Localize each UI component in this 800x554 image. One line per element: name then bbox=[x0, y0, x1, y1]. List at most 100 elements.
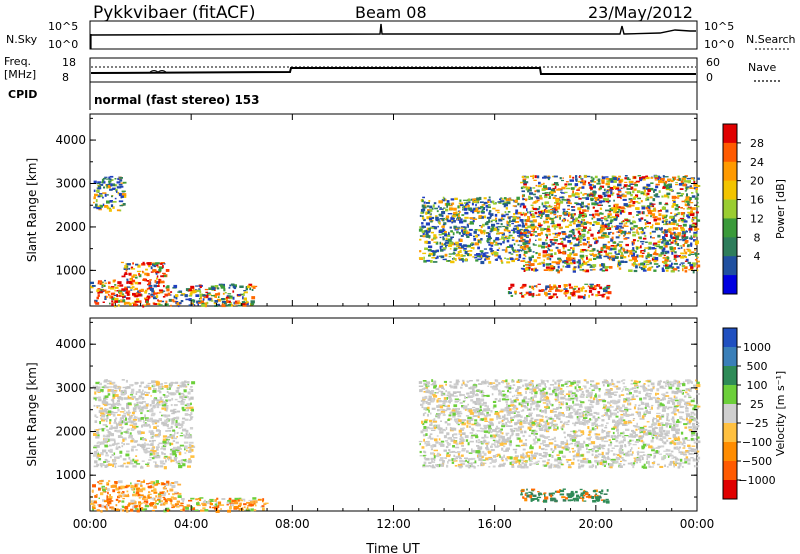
echo-cell bbox=[559, 200, 564, 204]
echo-cell bbox=[682, 268, 684, 272]
echo-cell bbox=[190, 389, 193, 392]
echo-cell bbox=[120, 492, 123, 494]
echo-cell bbox=[458, 213, 460, 215]
echo-cell bbox=[97, 282, 100, 285]
echo-cell bbox=[548, 195, 551, 199]
echo-cell bbox=[163, 509, 167, 513]
echo-cell bbox=[575, 218, 577, 222]
echo-cell bbox=[576, 418, 581, 421]
echo-cell bbox=[461, 422, 466, 426]
echo-cell bbox=[108, 480, 111, 482]
echo-cell bbox=[464, 216, 469, 219]
echo-cell bbox=[617, 206, 621, 208]
echo-cell bbox=[262, 498, 265, 501]
echo-cell bbox=[156, 382, 160, 386]
echo-cell bbox=[235, 300, 237, 303]
echo-cell bbox=[602, 192, 606, 195]
echo-cell bbox=[225, 304, 229, 307]
echo-cell bbox=[690, 253, 695, 255]
echo-cell bbox=[531, 255, 534, 258]
echo-cell bbox=[119, 177, 123, 179]
echo-cell bbox=[643, 249, 646, 253]
echo-cell bbox=[96, 454, 101, 458]
echo-cell bbox=[606, 227, 610, 229]
echo-cell bbox=[162, 275, 167, 277]
echo-cell bbox=[562, 260, 566, 264]
echo-cell bbox=[543, 269, 548, 271]
echo-cell bbox=[594, 175, 598, 179]
echo-cell bbox=[176, 436, 178, 438]
echo-cell bbox=[152, 405, 156, 409]
echo-cell bbox=[523, 213, 526, 217]
echo-cell bbox=[423, 438, 425, 442]
echo-cell bbox=[105, 452, 108, 455]
echo-cell bbox=[172, 505, 176, 508]
echo-cell bbox=[184, 404, 189, 407]
echo-cell bbox=[577, 195, 580, 198]
echo-cell bbox=[574, 243, 580, 245]
echo-cell bbox=[678, 183, 683, 186]
echo-cell bbox=[175, 419, 178, 424]
echo-cell bbox=[669, 215, 674, 218]
echo-cell bbox=[450, 217, 455, 220]
echo-cell bbox=[588, 245, 592, 247]
echo-cell bbox=[646, 198, 650, 201]
echo-cell bbox=[465, 258, 468, 261]
echo-cell bbox=[511, 259, 515, 263]
echo-cell bbox=[545, 287, 547, 291]
echo-cell bbox=[162, 265, 164, 268]
echo-cell bbox=[601, 222, 604, 225]
echo-cell bbox=[114, 289, 116, 292]
nsky-tick-bottom: 10^0 bbox=[48, 38, 78, 51]
echo-cell bbox=[510, 294, 514, 297]
echo-cell bbox=[619, 244, 622, 247]
echo-cell bbox=[546, 214, 550, 218]
echo-cell bbox=[168, 493, 170, 495]
echo-cell bbox=[119, 418, 122, 422]
echo-cell bbox=[653, 207, 656, 211]
echo-cell bbox=[151, 440, 154, 443]
echo-cell bbox=[663, 243, 666, 247]
echo-cell bbox=[523, 182, 527, 185]
echo-cell bbox=[188, 298, 192, 302]
echo-cell bbox=[455, 211, 458, 214]
echo-cell bbox=[104, 386, 109, 389]
echo-cell bbox=[122, 386, 126, 389]
echo-cell bbox=[107, 281, 111, 285]
echo-cell bbox=[481, 212, 485, 214]
echo-cell bbox=[171, 397, 174, 401]
echo-cell bbox=[581, 186, 585, 189]
echo-cell bbox=[155, 480, 159, 484]
echo-cell bbox=[480, 225, 483, 229]
echo-cell bbox=[579, 211, 584, 214]
echo-cell bbox=[151, 486, 155, 489]
echo-cell bbox=[531, 432, 535, 435]
echo-cell bbox=[552, 232, 556, 235]
echo-cell bbox=[441, 243, 446, 246]
echo-cell bbox=[517, 211, 522, 215]
echo-cell bbox=[421, 222, 424, 225]
echo-cell bbox=[165, 459, 167, 463]
echo-cell bbox=[524, 240, 529, 243]
echo-cell bbox=[473, 207, 476, 210]
echo-cell bbox=[625, 221, 628, 225]
echo-cell bbox=[553, 183, 555, 185]
echo-cell bbox=[139, 300, 142, 304]
echo-cell bbox=[99, 281, 103, 284]
echo-cell bbox=[542, 205, 547, 208]
echo-cell bbox=[446, 234, 451, 237]
echo-cell bbox=[109, 427, 113, 430]
echo-cell bbox=[526, 415, 531, 418]
echo-cell bbox=[624, 219, 629, 221]
echo-cell bbox=[132, 425, 137, 429]
echo-cell bbox=[130, 499, 135, 503]
echo-cell bbox=[636, 240, 640, 242]
echo-cell bbox=[165, 399, 168, 402]
echo-cell bbox=[150, 502, 154, 505]
echo-cell bbox=[453, 257, 455, 260]
echo-cell bbox=[522, 205, 527, 209]
echo-cell bbox=[161, 403, 167, 407]
echo-cell bbox=[589, 195, 592, 197]
echo-cell bbox=[426, 202, 430, 204]
echo-cell bbox=[113, 422, 117, 424]
